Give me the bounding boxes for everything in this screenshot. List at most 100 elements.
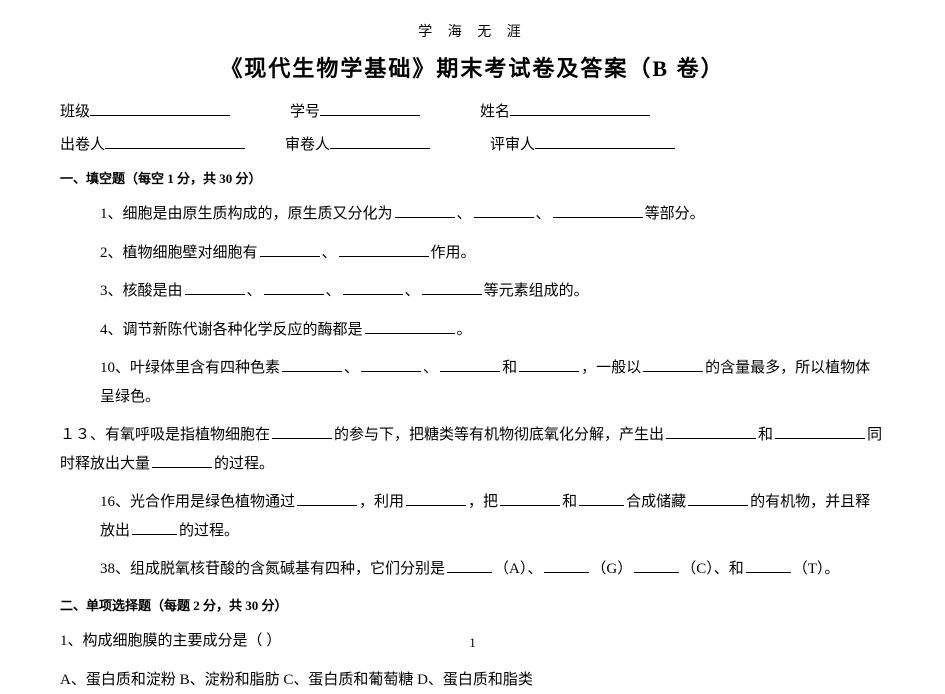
q16-t1: 光合作用是绿色植物通过 xyxy=(130,494,295,510)
q38-blank3 xyxy=(634,558,679,573)
q13-num: １３、 xyxy=(60,427,105,443)
q2-t1: 植物细胞壁对细胞有 xyxy=(123,245,258,261)
q1-blank1 xyxy=(395,203,455,218)
q38-t1: 组成脱氧核苷酸的含氮碱基有四种，它们分别是 xyxy=(130,561,445,577)
q3-t5: 等元素组成的。 xyxy=(484,283,589,299)
question-38: 38、组成脱氧核苷酸的含氮碱基有四种，它们分别是 （A）、 （G） （C）、和 （T）。 xyxy=(100,555,885,584)
q16-num: 16、 xyxy=(100,494,130,510)
q16-t4: 和 xyxy=(562,494,577,510)
q2-blank2 xyxy=(339,242,429,257)
q10-t1: 叶绿体里含有四种色素 xyxy=(130,360,280,376)
page-title: 《现代生物学基础》期末考试卷及答案（B 卷） xyxy=(60,49,885,89)
q2-num: 2、 xyxy=(100,245,123,261)
page-number: 1 xyxy=(469,631,476,654)
question-1: 1、细胞是由原生质构成的，原生质又分化为、、等部分。 xyxy=(100,200,885,229)
q16-t5: 合成储藏 xyxy=(626,494,686,510)
section1-header: 一、填空题（每空 1 分，共 30 分） xyxy=(60,167,885,190)
q38-t4: （C）、和 xyxy=(681,561,744,577)
q10-t2: 、 xyxy=(344,360,359,376)
q13-blank3 xyxy=(775,424,865,439)
q1-t4: 等部分。 xyxy=(645,206,705,222)
mc-options-1: A、蛋白质和淀粉 B、淀粉和脂肪 C、蛋白质和葡萄糖 D、蛋白质和脂类 xyxy=(60,666,885,694)
q16-t7: 的过程。 xyxy=(179,523,239,539)
q16-t2: ，利用 xyxy=(359,494,404,510)
q16-blank1 xyxy=(297,491,357,506)
class-label: 班级 xyxy=(60,99,90,126)
q3-blank4 xyxy=(422,280,482,295)
q38-t3: （G） xyxy=(591,561,632,577)
q10-blank4 xyxy=(519,357,579,372)
q13-blank4 xyxy=(152,453,212,468)
reviewer-field: 审卷人 xyxy=(285,132,430,159)
q3-blank1 xyxy=(185,280,245,295)
q16-blank4 xyxy=(579,491,624,506)
examiner-info-row: 出卷人 审卷人 评审人 xyxy=(60,132,885,159)
q3-blank3 xyxy=(343,280,403,295)
q4-t2: 。 xyxy=(457,322,472,338)
q13-blank1 xyxy=(272,424,332,439)
q13-t3: 和 xyxy=(758,427,773,443)
examiner-field: 出卷人 xyxy=(60,132,245,159)
q3-num: 3、 xyxy=(100,283,123,299)
examiner-blank xyxy=(105,134,245,149)
name-blank xyxy=(510,101,650,116)
reviewer-label: 审卷人 xyxy=(285,132,330,159)
q10-t5: ，一般以 xyxy=(581,360,641,376)
q13-t5: 的过程。 xyxy=(214,456,274,472)
header-motto: 学 海 无 涯 xyxy=(60,20,885,45)
judge-label: 评审人 xyxy=(490,132,535,159)
q3-t2: 、 xyxy=(247,283,262,299)
q10-t4: 和 xyxy=(502,360,517,376)
q16-blank6 xyxy=(132,520,177,535)
question-13: １３、有氧呼吸是指植物细胞在的参与下，把糖类等有机物彻底氧化分解，产生出和同时释… xyxy=(60,421,885,478)
q38-t2: （A）、 xyxy=(494,561,542,577)
student-id-label: 学号 xyxy=(290,99,320,126)
class-field: 班级 xyxy=(60,99,230,126)
q16-blank2 xyxy=(406,491,466,506)
student-id-blank xyxy=(320,101,420,116)
q10-blank3 xyxy=(440,357,500,372)
judge-field: 评审人 xyxy=(490,132,675,159)
q38-blank1 xyxy=(447,558,492,573)
q2-blank1 xyxy=(260,242,320,257)
q16-blank5 xyxy=(688,491,748,506)
q4-blank1 xyxy=(365,319,455,334)
mcq1-text: 构成细胞膜的主要成分是（ ） xyxy=(83,633,282,649)
reviewer-blank xyxy=(330,134,430,149)
q38-blank4 xyxy=(746,558,791,573)
q10-blank1 xyxy=(282,357,342,372)
q4-num: 4、 xyxy=(100,322,123,338)
q16-t3: ，把 xyxy=(468,494,498,510)
q3-t4: 、 xyxy=(405,283,420,299)
q2-t2: 、 xyxy=(322,245,337,261)
q38-num: 38、 xyxy=(100,561,130,577)
q3-blank2 xyxy=(264,280,324,295)
q3-t1: 核酸是由 xyxy=(123,283,183,299)
q1-t3: 、 xyxy=(536,206,551,222)
question-3: 3、核酸是由、、、等元素组成的。 xyxy=(100,277,885,306)
question-2: 2、植物细胞壁对细胞有 、 作用。 xyxy=(100,239,885,268)
q13-blank2 xyxy=(666,424,756,439)
q1-blank3 xyxy=(553,203,643,218)
name-label: 姓名 xyxy=(480,99,510,126)
judge-blank xyxy=(535,134,675,149)
q16-blank3 xyxy=(500,491,560,506)
q1-blank2 xyxy=(474,203,534,218)
q13-t2: 的参与下，把糖类等有机物彻底氧化分解，产生出 xyxy=(334,427,664,443)
q1-num: 1、 xyxy=(100,206,123,222)
examiner-label: 出卷人 xyxy=(60,132,105,159)
q4-t1: 调节新陈代谢各种化学反应的酶都是 xyxy=(123,322,363,338)
student-info-row: 班级 学号 姓名 xyxy=(60,99,885,126)
question-4: 4、调节新陈代谢各种化学反应的酶都是 。 xyxy=(100,316,885,345)
name-field: 姓名 xyxy=(480,99,650,126)
section2-header: 二、单项选择题（每题 2 分，共 30 分） xyxy=(60,594,885,617)
q10-t3: 、 xyxy=(423,360,438,376)
question-10: 10、叶绿体里含有四种色素、、和，一般以的含量最多，所以植物体呈绿色。 xyxy=(100,354,885,411)
q13-t1: 有氧呼吸是指植物细胞在 xyxy=(105,427,270,443)
student-id-field: 学号 xyxy=(290,99,420,126)
q1-t2: 、 xyxy=(457,206,472,222)
class-blank xyxy=(90,101,230,116)
q2-t3: 作用。 xyxy=(431,245,476,261)
q10-blank2 xyxy=(361,357,421,372)
q38-t5: （T）。 xyxy=(793,561,840,577)
